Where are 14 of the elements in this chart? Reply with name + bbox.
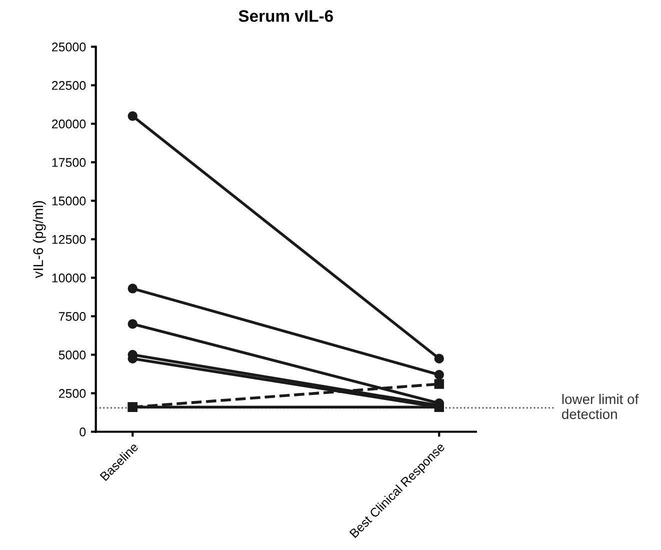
chart-title: Serum vIL-6: [238, 10, 333, 22]
y-tick-label: 0: [80, 428, 86, 436]
y-tick-label: 7500: [58, 312, 86, 321]
ref-line-label: lower limit of detection: [562, 394, 639, 420]
y-axis-title: vIL-6 (pg/ml): [32, 201, 46, 278]
y-tick-label: 15000: [52, 196, 86, 206]
y-tick-label: 17500: [52, 158, 86, 167]
y-tick-label: 12500: [52, 235, 86, 244]
y-tick-label: 20000: [52, 120, 86, 128]
y-tick-label: 22500: [52, 81, 86, 90]
y-tick-label: 2500: [58, 389, 86, 398]
y-tick-label: 25000: [52, 42, 86, 52]
y-tick-label: 10000: [52, 274, 86, 282]
y-tick-label: 5000: [58, 350, 86, 360]
